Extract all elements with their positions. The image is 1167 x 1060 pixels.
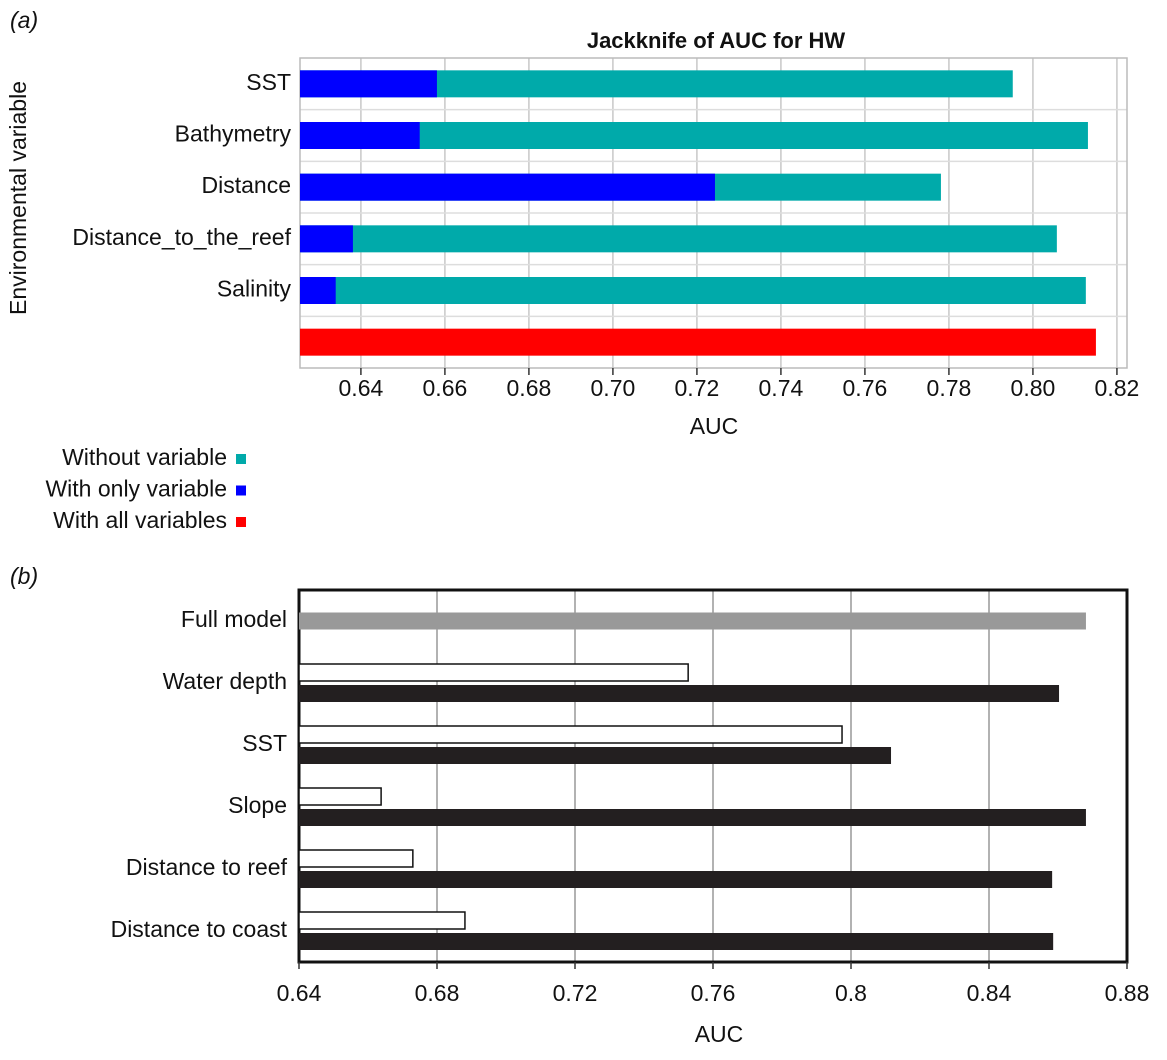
- y-axis-label: Environmental variable: [5, 81, 31, 315]
- bar: [300, 122, 1088, 149]
- bar: [300, 173, 715, 201]
- bar: [298, 911, 466, 930]
- x-tick-label: 0.68: [507, 375, 552, 401]
- bar: [300, 225, 1057, 253]
- x-tick-label: 0.88: [1105, 980, 1150, 1006]
- bar: [299, 871, 1053, 888]
- x-tick-label: 0.84: [967, 980, 1012, 1006]
- x-tick-label: 0.78: [927, 375, 972, 401]
- panel-label: (b): [10, 563, 38, 589]
- x-tick-label: 0.66: [423, 375, 468, 401]
- legend-swatch: [236, 454, 246, 464]
- x-tick-label: 0.72: [553, 980, 598, 1006]
- x-tick-label: 0.74: [759, 375, 804, 401]
- x-tick-label: 0.76: [691, 980, 736, 1006]
- y-tick-label: Bathymetry: [175, 121, 292, 147]
- legend-label: With all variables: [53, 507, 227, 533]
- y-tick-label: Full model: [181, 606, 287, 632]
- x-axis-label: AUC: [695, 1021, 744, 1047]
- x-tick-label: 0.68: [415, 980, 460, 1006]
- bar: [298, 849, 414, 868]
- bar: [299, 933, 1054, 950]
- x-tick-label: 0.82: [1095, 375, 1140, 401]
- y-tick-label: Slope: [228, 792, 287, 818]
- plot-frame: [299, 57, 1128, 369]
- panel-label: (a): [10, 7, 38, 33]
- legend-label: Without variable: [62, 444, 227, 470]
- x-tick-label: 0.80: [1011, 375, 1056, 401]
- bar: [300, 122, 420, 149]
- x-tick-label: 0.64: [339, 375, 384, 401]
- x-tick-label: 0.70: [591, 375, 636, 401]
- y-tick-label: Distance_to_the_reef: [72, 224, 291, 250]
- x-tick-label: 0.64: [277, 980, 322, 1006]
- bar: [298, 787, 382, 806]
- y-tick-label: Distance to reef: [126, 854, 288, 880]
- bar: [298, 663, 689, 682]
- y-tick-label: SST: [246, 69, 291, 95]
- bar: [300, 328, 1096, 356]
- bar: [300, 70, 437, 98]
- bar: [299, 809, 1086, 826]
- legend-label: With only variable: [45, 476, 227, 502]
- bar: [300, 277, 1086, 304]
- x-tick-label: 0.76: [843, 375, 888, 401]
- bar: [300, 277, 336, 304]
- legend-swatch: [236, 517, 246, 527]
- bar: [300, 225, 353, 253]
- chart-title: Jackknife of AUC for HW: [587, 28, 846, 53]
- bar: [299, 747, 892, 764]
- legend-swatch: [236, 485, 246, 496]
- x-tick-label: 0.72: [675, 375, 720, 401]
- y-tick-label: Distance to coast: [111, 916, 288, 942]
- bar: [298, 725, 843, 744]
- y-tick-label: SST: [242, 730, 287, 756]
- y-tick-label: Salinity: [217, 276, 292, 302]
- x-tick-label: 0.8: [835, 980, 867, 1006]
- bar: [299, 612, 1086, 630]
- x-axis-label: AUC: [690, 413, 739, 439]
- bar: [299, 685, 1060, 702]
- y-tick-label: Distance: [202, 172, 291, 198]
- y-tick-label: Water depth: [163, 668, 287, 694]
